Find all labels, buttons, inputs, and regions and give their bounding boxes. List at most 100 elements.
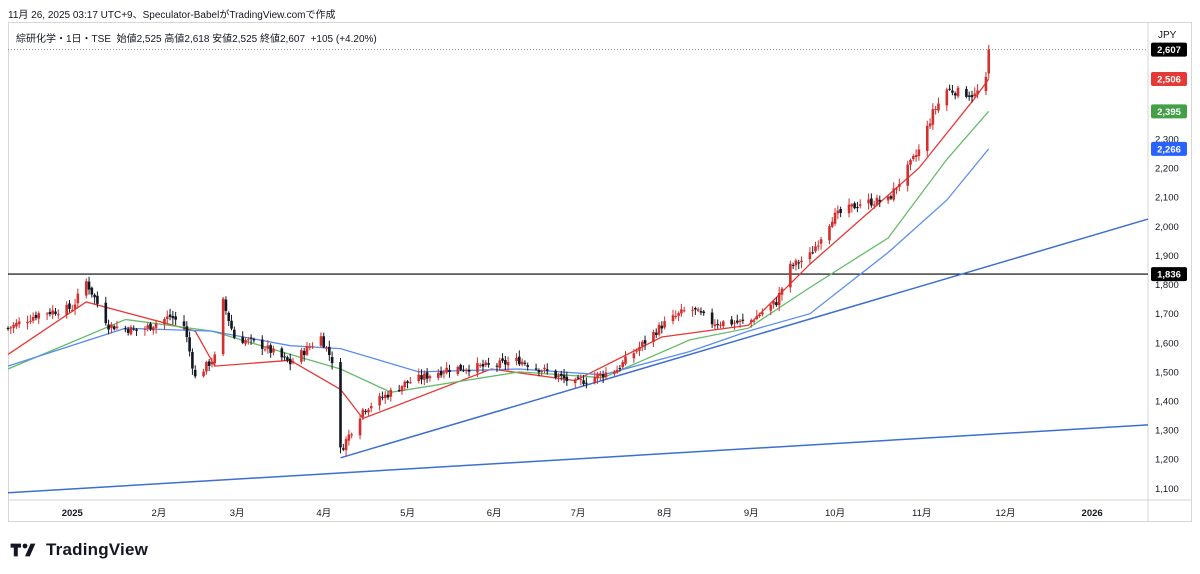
price-badge-bg-4: [1151, 267, 1187, 282]
x-tick-label-11: 12月: [995, 508, 1015, 519]
candle-body-227: [892, 188, 896, 200]
candle-body-251: [987, 49, 991, 74]
candle-body-143: [562, 374, 566, 379]
candle-body-14: [56, 314, 60, 316]
candle-body-0: [6, 327, 10, 329]
currency-label[interactable]: JPY: [1158, 30, 1177, 41]
x-tick-label-10: 11月: [912, 508, 931, 519]
candle-body-233: [914, 155, 918, 158]
candle-body-196: [772, 301, 775, 305]
candle-body-199: [780, 288, 784, 295]
candle-body-238: [934, 108, 937, 110]
candle-body-250: [984, 76, 988, 92]
candle-body-49: [193, 369, 197, 377]
candle-body-84: [330, 357, 334, 364]
candle-body-184: [721, 321, 725, 327]
candle-body-123: [484, 362, 488, 365]
candle-body-77: [305, 346, 309, 355]
candle-body-18: [73, 304, 77, 309]
y-tick-label-3: 1,400: [1155, 397, 1179, 408]
candle-body-9: [37, 313, 41, 319]
candle-body-224: [878, 199, 882, 202]
candle-body-37: [149, 323, 152, 330]
y-tick-label-0: 1,100: [1155, 484, 1179, 495]
price-badge-bg-0: [1151, 42, 1187, 57]
candle-body-232: [911, 156, 915, 159]
candle-body-80: [319, 336, 323, 346]
candle-body-28: [112, 326, 116, 330]
candle-body-157: [618, 368, 622, 370]
candle-body-160: [632, 353, 636, 359]
candle-body-96: [381, 396, 384, 398]
candle-body-173: [680, 309, 683, 314]
candle-body-31: [126, 329, 130, 333]
candle-body-213: [836, 210, 840, 214]
candle-body-81: [322, 336, 326, 348]
candle-body-20: [84, 281, 88, 296]
candle-body-142: [559, 373, 563, 376]
candle-body-141: [557, 375, 560, 377]
candle-body-114: [448, 369, 451, 373]
x-tick-label-12: 2026: [1082, 508, 1103, 519]
candle-body-33: [132, 328, 136, 330]
candle-body-234: [917, 149, 921, 157]
y-tick-label-5: 1,600: [1155, 338, 1179, 349]
candle-body-189: [741, 319, 745, 321]
candle-body-102: [403, 381, 407, 387]
candle-body-86: [341, 448, 345, 450]
candle-body-214: [839, 209, 842, 213]
candle-body-89: [350, 434, 353, 436]
candle-body-12: [51, 310, 55, 315]
candle-body-71: [283, 356, 286, 358]
candle-body-15: [65, 304, 68, 315]
candle-body-247: [970, 95, 974, 98]
candle-body-78: [308, 346, 312, 348]
candle-body-32: [129, 327, 133, 335]
candle-body-210: [828, 226, 831, 241]
candle-body-76: [302, 350, 306, 356]
candle-body-125: [495, 365, 499, 367]
candle-body-235: [925, 125, 929, 152]
candle-body-105: [417, 374, 421, 382]
candle-body-107: [423, 373, 426, 380]
candle-body-117: [462, 369, 465, 371]
candle-body-166: [654, 332, 658, 335]
candle-body-130: [515, 357, 518, 362]
candle-body-112: [442, 372, 446, 374]
candle-body-174: [682, 310, 686, 312]
candle-body-1: [9, 327, 13, 329]
candle-body-73: [288, 358, 292, 365]
x-tick-label-5: 6月: [487, 508, 502, 519]
candle-body-39: [154, 323, 158, 328]
candle-body-191: [752, 320, 756, 322]
candle-body-108: [425, 372, 429, 379]
candle-body-103: [406, 381, 409, 384]
candle-body-68: [269, 345, 272, 353]
candle-body-185: [730, 319, 733, 325]
candle-body-8: [34, 315, 38, 318]
candle-body-187: [735, 320, 739, 323]
candle-body-163: [640, 341, 644, 347]
y-tick-label-12: 2,300: [1155, 134, 1179, 145]
candle-body-3: [15, 322, 18, 327]
candle-body-153: [601, 374, 605, 378]
y-tick-label-2: 1,300: [1155, 426, 1179, 437]
candle-body-16: [68, 303, 71, 309]
candle-body-188: [738, 320, 742, 322]
candle-body-242: [951, 90, 954, 93]
candle-body-58: [230, 320, 233, 329]
candle-body-195: [769, 304, 773, 311]
candle-body-87: [344, 439, 348, 451]
candle-body-24: [96, 295, 99, 304]
candle-body-155: [613, 371, 616, 374]
candle-body-134: [526, 365, 530, 367]
candle-body-100: [397, 390, 401, 392]
candle-body-17: [70, 309, 74, 311]
candle-body-201: [791, 264, 795, 266]
candle-body-60: [241, 336, 245, 343]
y-tick-label-6: 1,700: [1155, 309, 1179, 320]
candle-body-140: [554, 370, 557, 378]
candle-body-229: [898, 184, 901, 188]
candle-body-216: [850, 204, 854, 207]
